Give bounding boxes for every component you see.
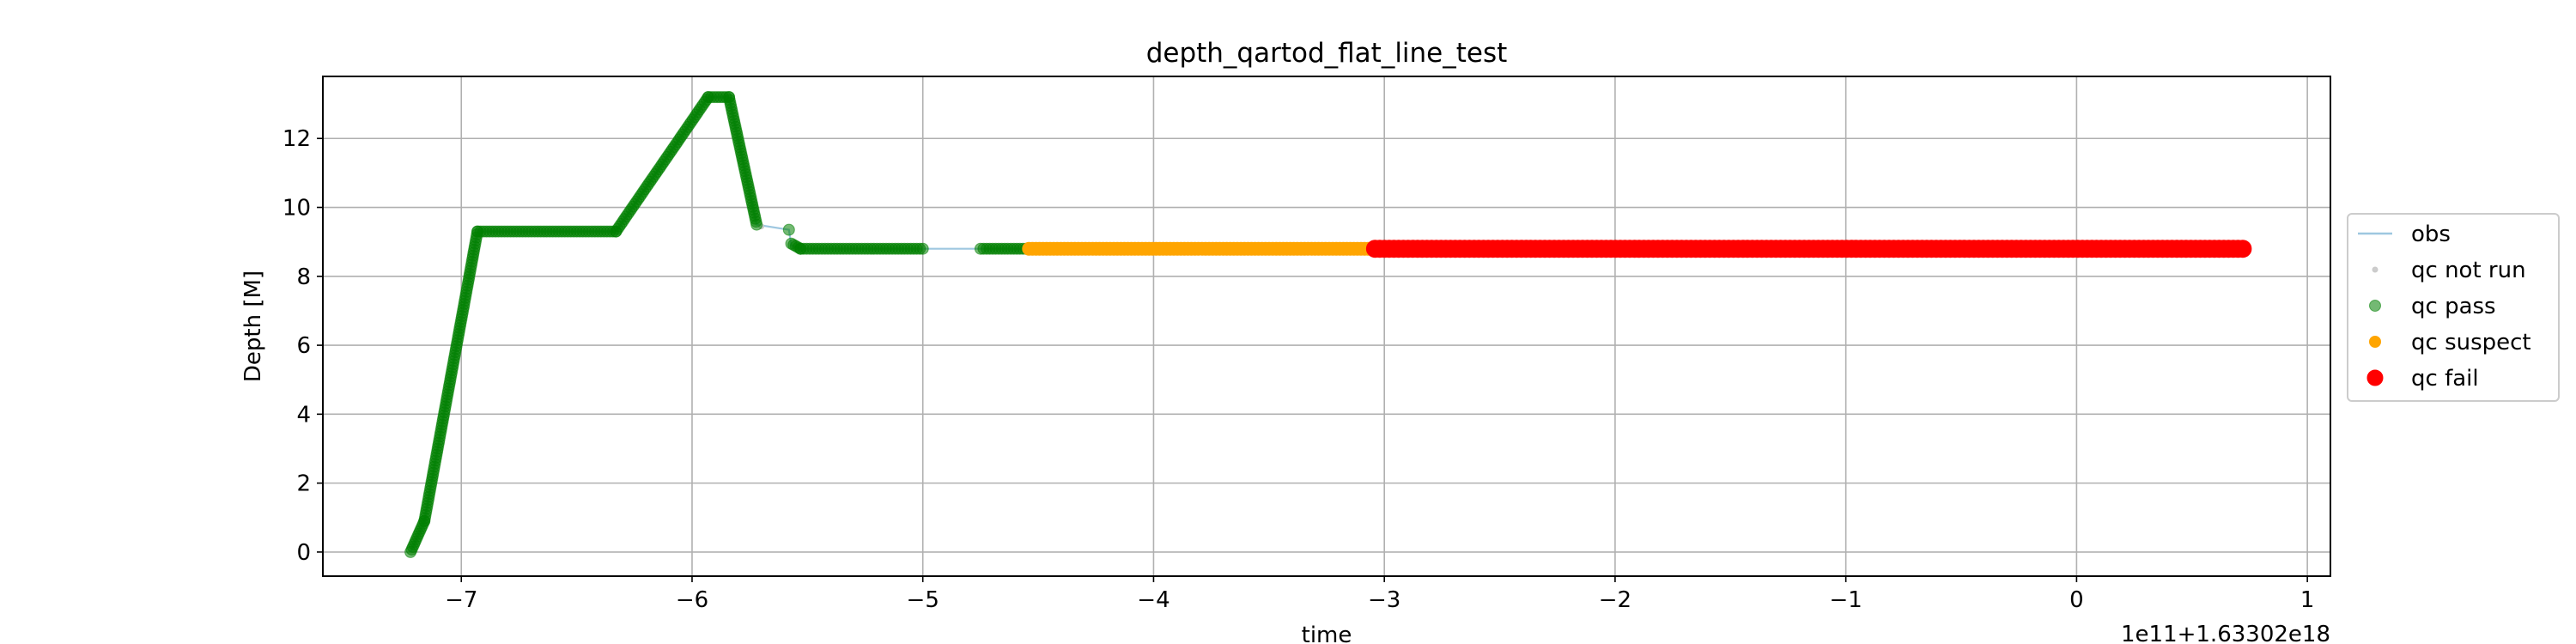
series-qc-pass — [404, 91, 1036, 558]
y-tick-label: 8 — [296, 264, 311, 290]
legend-label: qc suspect — [2411, 330, 2531, 355]
x-tick-label: −4 — [1137, 587, 1170, 613]
grid-layer — [323, 76, 2330, 576]
data-point — [782, 223, 795, 236]
x-offset-label: 1e11+1.63302e18 — [2121, 622, 2330, 644]
data-point — [750, 218, 763, 231]
x-tick-label: −3 — [1368, 587, 1400, 613]
y-tick-label: 6 — [296, 333, 311, 359]
x-tick-label: −6 — [676, 587, 708, 613]
y-tick-label: 10 — [283, 196, 311, 222]
legend-marker-qc-pass — [2369, 300, 2381, 312]
legend-label: qc not run — [2411, 258, 2526, 283]
x-tick-label: −5 — [907, 587, 939, 613]
legend: obs qc not run qc pass qc suspect qc fail — [2347, 213, 2560, 402]
y-tick-label: 2 — [296, 471, 311, 497]
x-tick-label: −7 — [445, 587, 477, 613]
y-axis-label: Depth [M] — [240, 270, 266, 382]
legend-marker-qc-fail — [2366, 369, 2384, 386]
data-point — [916, 242, 929, 255]
data-point — [2233, 240, 2252, 258]
series-qc-suspect — [1022, 241, 1382, 256]
y-tick-label: 12 — [283, 126, 311, 152]
legend-label: qc fail — [2411, 366, 2479, 392]
data-layer — [404, 91, 2252, 558]
x-tick-label: −2 — [1599, 587, 1631, 613]
legend-label: qc pass — [2411, 294, 2496, 319]
legend-label: obs — [2411, 222, 2451, 247]
y-tick-label: 0 — [296, 540, 311, 566]
x-axis-label: time — [1302, 623, 1352, 644]
x-tick-label: −1 — [1829, 587, 1862, 613]
legend-marker-qc-not-run — [2372, 266, 2379, 273]
legend-marker-qc-suspect — [2369, 336, 2381, 348]
x-tick-label: 0 — [2069, 587, 2084, 613]
series-qc-fail — [1365, 240, 2252, 258]
legend-frame — [2347, 213, 2560, 402]
plot-frame — [322, 76, 2331, 577]
chart-title: depth_qartod_flat_line_test — [1146, 38, 1508, 69]
y-tick-label: 4 — [296, 402, 311, 428]
x-tick-label: 1 — [2300, 587, 2315, 613]
